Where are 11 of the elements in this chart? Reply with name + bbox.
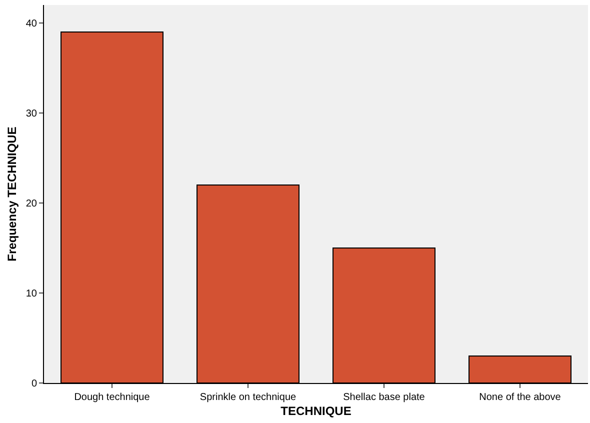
y-tick-label: 20 — [26, 198, 38, 210]
x-tick-label: Shellac base plate — [343, 392, 426, 403]
y-axis-title: Frequency TECHNIQUE — [5, 126, 20, 262]
x-tick-label: Sprinkle on technique — [200, 392, 297, 403]
x-tick-label: Dough technique — [74, 392, 150, 403]
y-tick-label: 10 — [26, 288, 38, 300]
x-tick-label: None of the above — [479, 392, 562, 403]
y-tick-label: 40 — [26, 18, 38, 30]
y-tick-label: 30 — [26, 108, 38, 120]
y-tick-label: 0 — [31, 378, 38, 390]
x-axis-title: TECHNIQUE — [280, 404, 352, 418]
